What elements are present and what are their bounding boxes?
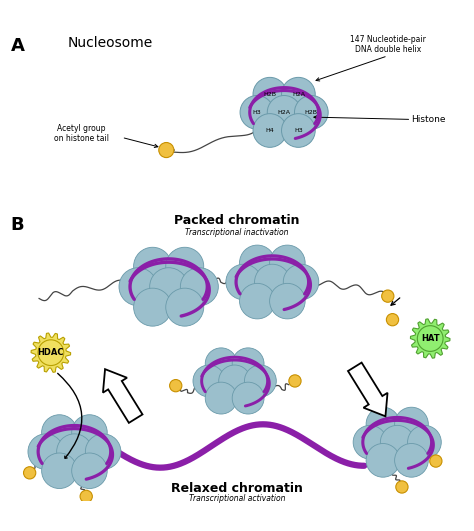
Circle shape (282, 114, 315, 147)
Circle shape (253, 78, 287, 111)
Text: Relaxed chromatin: Relaxed chromatin (171, 482, 303, 495)
Circle shape (166, 288, 204, 326)
Circle shape (150, 268, 188, 306)
Text: Nucleosome: Nucleosome (67, 36, 153, 49)
Text: Histone: Histone (411, 115, 446, 124)
Polygon shape (410, 319, 450, 358)
Circle shape (24, 467, 36, 479)
Circle shape (72, 415, 107, 450)
FancyArrow shape (103, 369, 143, 423)
Text: H2B: H2B (264, 92, 276, 97)
Circle shape (85, 434, 121, 469)
Circle shape (38, 340, 64, 365)
Circle shape (353, 425, 387, 459)
Circle shape (380, 425, 414, 459)
Text: H3: H3 (294, 128, 303, 133)
Circle shape (170, 380, 182, 392)
Circle shape (430, 455, 442, 467)
Text: Packed chromatin: Packed chromatin (174, 213, 300, 227)
Circle shape (72, 453, 107, 489)
Circle shape (193, 365, 225, 397)
Circle shape (239, 245, 275, 280)
Text: HDAC: HDAC (37, 348, 64, 357)
Text: HAT: HAT (421, 334, 439, 343)
Circle shape (57, 434, 92, 469)
Circle shape (42, 415, 77, 450)
Circle shape (282, 78, 315, 111)
Circle shape (283, 264, 319, 300)
Circle shape (232, 382, 264, 414)
Circle shape (408, 425, 441, 459)
Circle shape (226, 264, 261, 300)
Text: H3: H3 (253, 110, 261, 115)
Circle shape (42, 453, 77, 489)
Text: Transcriptional activation: Transcriptional activation (189, 494, 285, 503)
Text: H4: H4 (265, 128, 274, 133)
Polygon shape (31, 333, 71, 372)
Circle shape (219, 365, 251, 397)
Circle shape (253, 114, 287, 147)
Circle shape (245, 365, 276, 397)
Circle shape (395, 407, 428, 441)
Circle shape (366, 407, 400, 441)
Circle shape (240, 96, 274, 129)
Text: H2A: H2A (278, 110, 291, 115)
Circle shape (395, 443, 428, 477)
Circle shape (166, 247, 204, 285)
Text: H2B: H2B (305, 110, 318, 115)
Circle shape (417, 326, 443, 352)
Text: H2A: H2A (292, 92, 305, 97)
Text: 147 Nucleotide-pair
DNA double helix: 147 Nucleotide-pair DNA double helix (350, 35, 426, 54)
Circle shape (159, 142, 174, 158)
Circle shape (205, 382, 237, 414)
Circle shape (119, 268, 157, 306)
Text: A: A (11, 37, 25, 55)
Circle shape (289, 375, 301, 387)
Circle shape (270, 245, 305, 280)
Circle shape (134, 288, 172, 326)
Circle shape (80, 490, 92, 502)
Circle shape (396, 481, 408, 493)
Circle shape (181, 268, 219, 306)
Text: Transcriptional inactivation: Transcriptional inactivation (185, 228, 289, 237)
Circle shape (294, 96, 328, 129)
Circle shape (366, 443, 400, 477)
Circle shape (270, 284, 305, 319)
Text: Acetyl group
on histone tail: Acetyl group on histone tail (54, 124, 109, 143)
Circle shape (205, 348, 237, 380)
Circle shape (382, 290, 394, 302)
Circle shape (232, 348, 264, 380)
Circle shape (255, 264, 290, 300)
Circle shape (386, 314, 399, 326)
Circle shape (239, 284, 275, 319)
FancyArrow shape (348, 363, 388, 416)
Circle shape (134, 247, 172, 285)
Text: B: B (11, 216, 25, 234)
Circle shape (28, 434, 64, 469)
Circle shape (267, 96, 301, 129)
